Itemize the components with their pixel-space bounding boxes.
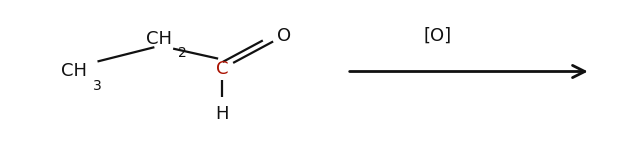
Text: H: H [215,105,229,123]
Text: 2: 2 [178,46,187,60]
Text: [O]: [O] [424,27,451,45]
Text: C: C [216,60,228,78]
Text: O: O [278,27,291,45]
Text: CH: CH [61,62,87,81]
Text: CH: CH [146,30,172,48]
Text: 3: 3 [92,79,101,93]
